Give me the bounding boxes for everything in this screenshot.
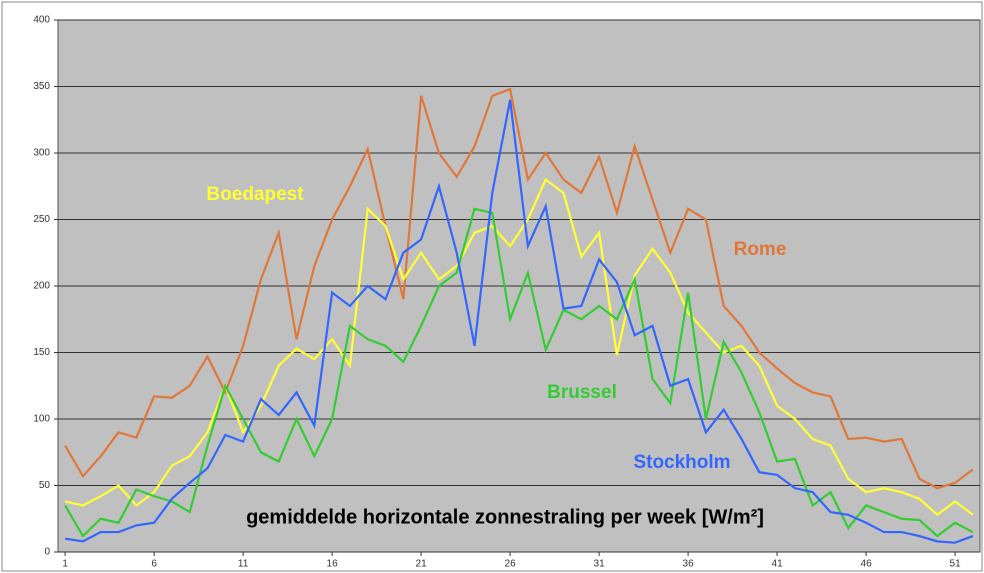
x-tick-label: 1 xyxy=(62,559,68,570)
x-tick-label: 51 xyxy=(950,559,962,570)
x-tick-label: 41 xyxy=(772,559,784,570)
x-tick-label: 16 xyxy=(327,559,339,570)
x-tick-label: 26 xyxy=(505,559,517,570)
x-tick-label: 31 xyxy=(594,559,606,570)
series-label: Stockholm xyxy=(633,452,730,473)
chart-title: gemiddelde horizontale zonnestraling per… xyxy=(246,506,764,528)
series-line xyxy=(64,207,974,538)
y-tick-label: 200 xyxy=(33,281,50,292)
y-tick-label: 50 xyxy=(39,480,51,491)
series-label: Brussel xyxy=(547,382,617,403)
series-line xyxy=(64,177,974,517)
series-label: Rome xyxy=(734,239,787,260)
y-tick-label: 300 xyxy=(33,148,50,159)
x-tick-label: 11 xyxy=(238,559,249,570)
y-tick-label: 250 xyxy=(33,214,50,225)
x-tick-label: 6 xyxy=(151,559,157,570)
x-tick-label: 36 xyxy=(683,559,695,570)
y-tick-label: 150 xyxy=(33,347,50,358)
y-tick-label: 400 xyxy=(33,15,50,26)
y-tick-label: 350 xyxy=(33,81,50,92)
series-label: Boedapest xyxy=(206,184,304,205)
x-tick-label: 46 xyxy=(861,559,873,570)
y-tick-label: 0 xyxy=(44,547,50,558)
series-line xyxy=(64,99,974,544)
y-tick-label: 100 xyxy=(33,414,50,425)
series-line xyxy=(64,87,974,490)
x-tick-label: 21 xyxy=(416,559,428,570)
